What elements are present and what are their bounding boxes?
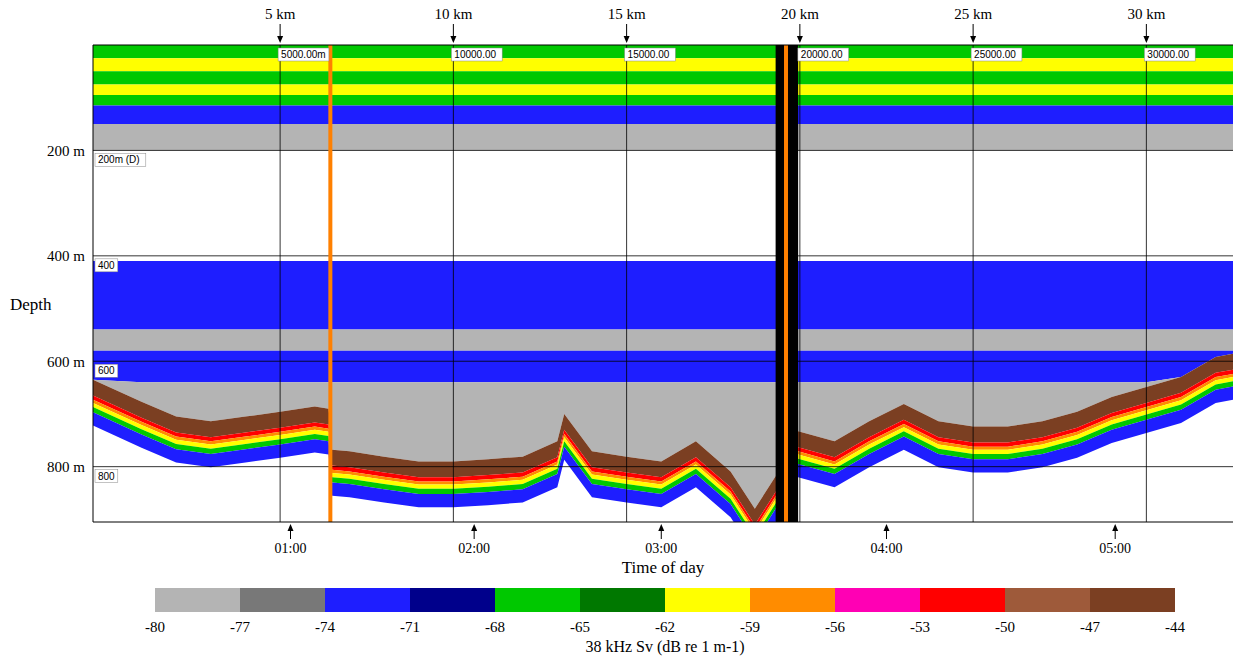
- svg-text:200m (D): 200m (D): [98, 154, 140, 165]
- svg-text:-59: -59: [740, 619, 760, 635]
- svg-text:15 km: 15 km: [608, 6, 646, 22]
- svg-text:5000.00m: 5000.00m: [281, 49, 325, 60]
- svg-text:-80: -80: [145, 619, 165, 635]
- svg-text:-62: -62: [655, 619, 675, 635]
- svg-text:400: 400: [98, 260, 115, 271]
- svg-text:04:00: 04:00: [871, 541, 903, 556]
- svg-text:-65: -65: [570, 619, 590, 635]
- svg-text:10 km: 10 km: [434, 6, 472, 22]
- svg-text:-71: -71: [400, 619, 420, 635]
- svg-text:30 km: 30 km: [1127, 6, 1165, 22]
- svg-text:03:00: 03:00: [645, 541, 677, 556]
- svg-text:600: 600: [98, 365, 115, 376]
- svg-text:800: 800: [98, 471, 115, 482]
- svg-text:-74: -74: [315, 619, 335, 635]
- svg-text:5 km: 5 km: [265, 6, 296, 22]
- svg-text:-68: -68: [485, 619, 505, 635]
- svg-text:25000.00: 25000.00: [974, 49, 1016, 60]
- svg-text:-77: -77: [230, 619, 250, 635]
- svg-text:-44: -44: [1165, 619, 1185, 635]
- svg-text:-53: -53: [910, 619, 930, 635]
- svg-text:01:00: 01:00: [275, 541, 307, 556]
- svg-text:400 m: 400 m: [47, 248, 85, 264]
- svg-text:38 kHz Sv (dB re 1 m-1): 38 kHz Sv (dB re 1 m-1): [585, 638, 744, 656]
- svg-text:05:00: 05:00: [1099, 541, 1131, 556]
- svg-text:30000.00: 30000.00: [1147, 49, 1189, 60]
- svg-text:20000.00: 20000.00: [801, 49, 843, 60]
- svg-text:10000.00: 10000.00: [454, 49, 496, 60]
- svg-text:200 m: 200 m: [47, 143, 85, 159]
- svg-text:-47: -47: [1080, 619, 1100, 635]
- html-text:Time of day: Time of day: [621, 558, 705, 577]
- svg-text:-56: -56: [825, 619, 845, 635]
- svg-text:800 m: 800 m: [47, 459, 85, 475]
- svg-text:25 km: 25 km: [954, 6, 992, 22]
- svg-text:02:00: 02:00: [458, 541, 490, 556]
- svg-text:600 m: 600 m: [47, 354, 85, 370]
- html-text:Depth: Depth: [10, 295, 52, 314]
- svg-text:15000.00: 15000.00: [628, 49, 670, 60]
- svg-text:20 km: 20 km: [781, 6, 819, 22]
- svg-text:-50: -50: [995, 619, 1015, 635]
